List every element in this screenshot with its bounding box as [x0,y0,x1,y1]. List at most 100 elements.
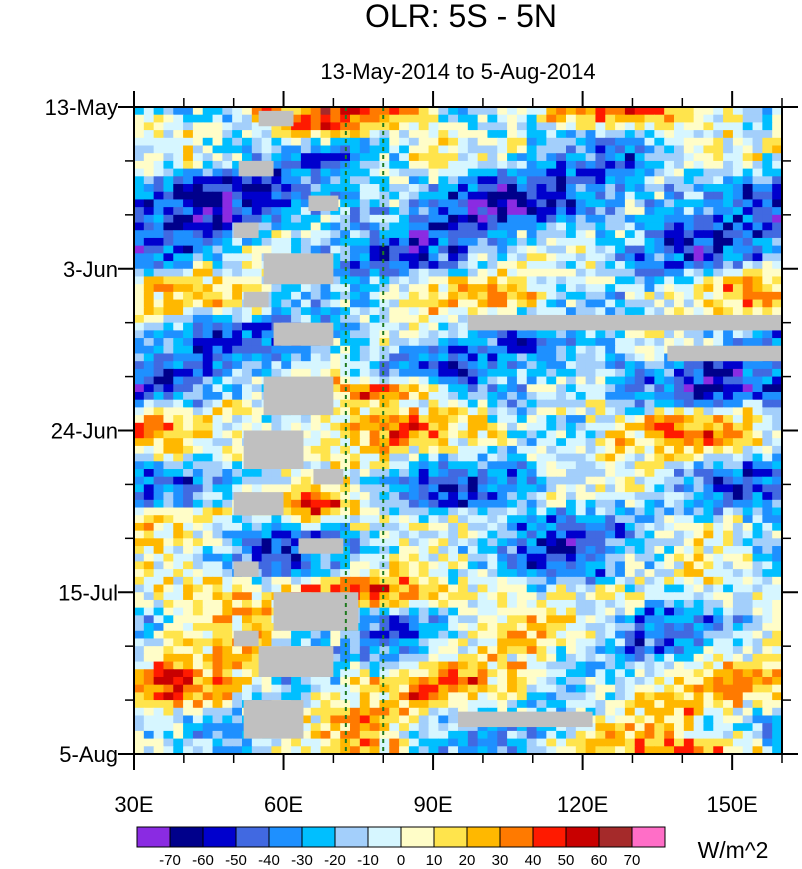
olr-cell [605,599,616,609]
olr-cell [615,453,626,462]
olr-cell [536,107,547,116]
olr-cell [173,445,184,455]
olr-cell [674,307,685,316]
olr-cell [674,669,685,678]
olr-cell [163,207,174,216]
olr-cell [320,569,331,578]
olr-cell [389,391,400,401]
olr-cell [742,160,754,170]
olr-cell [310,445,322,455]
olr-cell [251,199,263,208]
olr-cell [153,553,165,563]
olr-cell [595,492,606,501]
olr-cell [516,584,528,593]
olr-cell [497,168,508,177]
olr-cell [526,368,538,378]
olr-cell [605,338,616,347]
olr-cell [693,168,705,177]
olr-cell [212,676,223,686]
olr-cell [143,207,155,216]
olr-cell [399,207,410,216]
olr-cell [183,322,194,331]
olr-cell [654,137,665,147]
olr-cell [379,538,390,547]
olr-cell [703,222,714,231]
olr-cell [536,415,547,424]
olr-cell [693,476,705,486]
olr-cell [634,345,646,355]
olr-cell [516,199,528,208]
olr-cell [575,191,587,201]
olr-cell [615,176,626,185]
olr-cell [526,307,538,316]
olr-cell [644,261,655,270]
olr-cell [674,676,685,686]
olr-cell [173,399,184,408]
olr-cell [654,268,665,278]
olr-cell [546,114,557,123]
olr-cell [723,307,734,316]
olr-cell [683,522,695,532]
olr-cell [536,638,547,647]
olr-cell [536,330,547,339]
olr-cell [654,107,665,116]
olr-cell [497,445,508,455]
olr-cell [192,207,204,216]
olr-cell [467,661,479,670]
olr-cell [556,384,567,393]
olr-cell [458,145,469,154]
olr-cell [448,307,459,316]
olr-cell [350,237,361,247]
olr-cell [595,469,606,478]
olr-cell [173,515,184,524]
olr-cell [526,291,538,301]
olr-cell [291,345,302,355]
olr-cell [634,261,646,270]
olr-cell [683,299,695,308]
olr-cell [163,546,174,555]
olr-cell [732,107,744,116]
olr-cell [507,145,518,154]
olr-cell [507,330,518,339]
olr-cell [762,638,773,647]
olr-cell [291,145,302,154]
olr-cell [408,507,420,516]
olr-cell [742,384,754,393]
olr-cell [772,160,783,170]
olr-cell [615,653,626,663]
olr-cell [467,222,479,231]
olr-cell [516,538,528,547]
olr-cell [467,538,479,547]
olr-cell [585,576,597,586]
olr-cell [477,299,489,308]
olr-cell [683,184,695,193]
olr-cell [408,561,420,570]
olr-cell [497,630,508,640]
olr-cell [693,407,705,416]
olr-cell [242,530,253,539]
olr-cell [448,376,459,385]
olr-cell [163,615,174,624]
olr-cell [202,492,214,501]
olr-cell [242,538,253,547]
olr-cell [546,376,557,385]
olr-cell [713,453,724,462]
olr-cell [330,160,341,170]
olr-cell [742,546,754,555]
olr-cell [595,546,606,555]
olr-cell [605,676,616,686]
olr-cell [291,107,302,116]
olr-cell [369,584,381,593]
olr-cell [212,176,223,185]
olr-cell [163,676,174,686]
olr-cell [556,307,567,316]
olr-cell [330,522,341,532]
olr-cell [723,230,734,239]
olr-cell [713,191,724,201]
olr-cell [615,345,626,355]
olr-cell [418,330,430,339]
olr-cell [320,415,331,424]
olr-cell [507,430,518,439]
olr-cell [693,576,705,586]
olr-cell [448,391,459,401]
